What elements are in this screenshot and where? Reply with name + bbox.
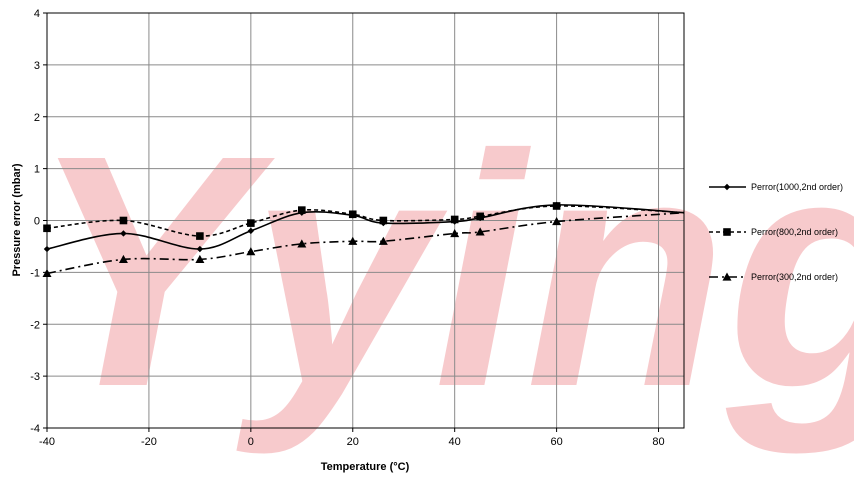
y-tick-label: -2 bbox=[30, 319, 40, 331]
x-tick-label: 80 bbox=[652, 436, 664, 448]
series-line bbox=[46, 205, 685, 237]
x-tick-label: 60 bbox=[550, 436, 562, 448]
square-marker bbox=[43, 224, 51, 233]
x-tick-labels: -40 -20 0 20 40 60 80 bbox=[39, 428, 665, 448]
y-tick-label: 1 bbox=[34, 164, 40, 176]
square-marker bbox=[450, 215, 459, 224]
x-tick-label: 40 bbox=[449, 436, 461, 448]
square-marker bbox=[348, 210, 357, 219]
y-axis-title: Pressure error (mbar) bbox=[11, 163, 23, 276]
series-layer bbox=[42, 201, 685, 278]
legend-diamond-marker bbox=[723, 183, 731, 191]
square-marker bbox=[196, 232, 204, 240]
watermark: Yying bbox=[30, 86, 854, 457]
legend-square-marker bbox=[723, 228, 731, 236]
x-tick-label: -20 bbox=[141, 436, 157, 448]
square-marker bbox=[379, 216, 388, 225]
legend-item-1: Perror(1000,2nd order) bbox=[709, 182, 843, 192]
x-axis-title: Temperature (°C) bbox=[321, 461, 410, 473]
triangle-marker bbox=[246, 247, 256, 256]
square-marker bbox=[247, 219, 255, 227]
diamond-marker bbox=[247, 227, 255, 235]
diamond-marker bbox=[120, 230, 127, 237]
y-tick-label: -3 bbox=[30, 371, 40, 383]
y-tick-label: -1 bbox=[30, 267, 40, 279]
diamond-marker bbox=[196, 245, 204, 253]
triangle-marker bbox=[552, 217, 562, 226]
triangle-marker bbox=[450, 228, 460, 238]
square-marker bbox=[119, 216, 128, 225]
triangle-marker bbox=[195, 254, 205, 264]
x-tick-label: 20 bbox=[347, 436, 359, 448]
legend-item-2: Perror(800,2nd order) bbox=[709, 227, 838, 237]
triangle-marker bbox=[475, 227, 485, 236]
legend-label: Perror(300,2nd order) bbox=[751, 272, 838, 282]
triangle-marker bbox=[42, 268, 52, 278]
y-tick-label: -4 bbox=[30, 423, 40, 435]
legend-label: Perror(800,2nd order) bbox=[751, 227, 838, 237]
x-tick-label: -40 bbox=[39, 436, 55, 448]
y-tick-label: 4 bbox=[34, 8, 40, 20]
triangle-marker bbox=[297, 239, 307, 248]
legend-item-3: Perror(300,2nd order) bbox=[709, 272, 838, 282]
square-marker bbox=[298, 206, 306, 214]
triangle-marker bbox=[378, 236, 388, 245]
y-tick-label: 2 bbox=[34, 112, 40, 124]
legend: Perror(1000,2nd order) Perror(800,2nd ord… bbox=[709, 182, 843, 282]
y-tick-label: 3 bbox=[34, 60, 40, 72]
square-marker bbox=[552, 202, 561, 210]
triangle-marker bbox=[348, 236, 358, 245]
legend-label: Perror(1000,2nd order) bbox=[751, 182, 843, 192]
triangle-marker bbox=[118, 254, 128, 264]
legend-triangle-marker bbox=[722, 272, 732, 281]
diamond-marker bbox=[43, 245, 51, 253]
series-3 bbox=[42, 211, 685, 278]
x-tick-label: 0 bbox=[248, 436, 254, 448]
square-marker bbox=[476, 212, 484, 221]
y-tick-label: 0 bbox=[34, 216, 40, 228]
series-2 bbox=[43, 202, 685, 240]
series-line bbox=[46, 211, 685, 275]
y-tick-labels: -4 -3 -2 -1 0 1 2 3 4 bbox=[30, 8, 47, 435]
